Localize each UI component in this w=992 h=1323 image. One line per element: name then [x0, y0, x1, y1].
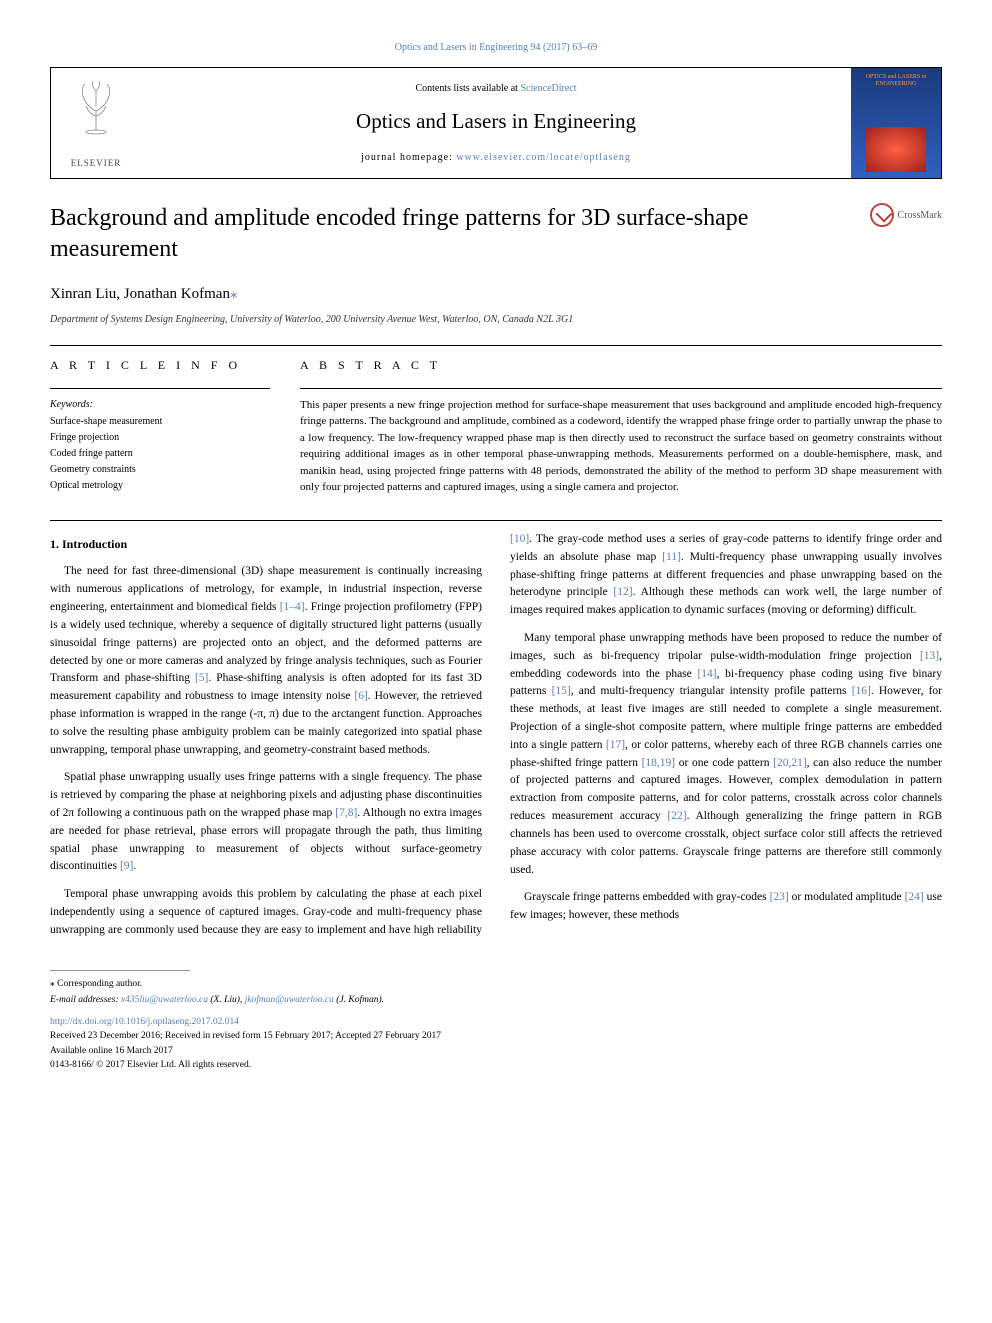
article-info-heading: A R T I C L E I N F O: [50, 356, 270, 374]
article-title: Background and amplitude encoded fringe …: [50, 203, 870, 265]
affiliation: Department of Systems Design Engineering…: [50, 312, 942, 327]
keyword: Surface-shape measurement: [50, 414, 270, 430]
keyword: Optical metrology: [50, 478, 270, 494]
crossmark-badge[interactable]: CrossMark: [870, 203, 942, 227]
footer-rule: [50, 970, 190, 971]
abstract-text: This paper presents a new fringe project…: [300, 397, 942, 496]
footer: ⁎ Corresponding author. E-mail addresses…: [50, 970, 942, 1073]
citation[interactable]: [6]: [354, 690, 367, 702]
citation[interactable]: [20,21]: [773, 757, 807, 769]
citation[interactable]: [17]: [606, 739, 625, 751]
contents-line: Contents lists available at ScienceDirec…: [151, 81, 841, 96]
publisher-logo: ELSEVIER: [51, 68, 141, 178]
paragraph: Spatial phase unwrapping usually uses fr…: [50, 769, 482, 876]
header-center: Contents lists available at ScienceDirec…: [141, 71, 851, 175]
citation[interactable]: [10]: [510, 533, 529, 545]
keyword: Geometry constraints: [50, 462, 270, 478]
citation[interactable]: [16]: [852, 685, 871, 697]
info-abstract-row: A R T I C L E I N F O Keywords: Surface-…: [50, 356, 942, 496]
publisher-name: ELSEVIER: [71, 157, 122, 171]
citation[interactable]: [24]: [905, 891, 924, 903]
email-link[interactable]: jkofman@uwaterloo.ca: [245, 995, 334, 1005]
online-line: Available online 16 March 2017: [50, 1044, 942, 1058]
citation[interactable]: [13]: [920, 650, 939, 662]
citation[interactable]: [11]: [662, 551, 681, 563]
paragraph: The need for fast three-dimensional (3D)…: [50, 563, 482, 759]
homepage-link[interactable]: www.elsevier.com/locate/optlaseng: [456, 152, 631, 163]
running-head: Optics and Lasers in Engineering 94 (201…: [50, 40, 942, 55]
citation[interactable]: [22]: [667, 810, 686, 822]
citation[interactable]: [7,8]: [335, 807, 357, 819]
abstract-heading: A B S T R A C T: [300, 356, 942, 374]
paragraph: Grayscale fringe patterns embedded with …: [510, 889, 942, 925]
keyword: Coded fringe pattern: [50, 446, 270, 462]
separator: [50, 520, 942, 521]
citation[interactable]: [15]: [552, 685, 571, 697]
contents-prefix: Contents lists available at: [415, 83, 520, 94]
corresponding-marker: ⁎: [230, 286, 238, 302]
keyword: Fringe projection: [50, 430, 270, 446]
author-names: Xinran Liu, Jonathan Kofman: [50, 286, 230, 302]
email-suffix: (J. Kofman).: [334, 995, 384, 1005]
separator: [50, 345, 942, 346]
title-row: Background and amplitude encoded fringe …: [50, 203, 942, 265]
keywords-label: Keywords:: [50, 397, 270, 412]
email-label: E-mail addresses:: [50, 995, 121, 1005]
citation[interactable]: [9]: [120, 860, 133, 872]
abstract-separator: [300, 388, 942, 389]
copyright-line: 0143-8166/ © 2017 Elsevier Ltd. All righ…: [50, 1058, 942, 1072]
doi-link[interactable]: http://dx.doi.org/10.1016/j.optlaseng.20…: [50, 1015, 942, 1029]
email-link[interactable]: x435liu@uwaterloo.ca: [121, 995, 208, 1005]
homepage-prefix: journal homepage:: [361, 152, 456, 163]
info-separator: [50, 388, 270, 389]
citation[interactable]: [14]: [697, 668, 716, 680]
cover-image: [866, 127, 926, 172]
abstract: A B S T R A C T This paper presents a ne…: [300, 356, 942, 496]
article-info: A R T I C L E I N F O Keywords: Surface-…: [50, 356, 270, 496]
citation[interactable]: [5]: [195, 672, 208, 684]
citation[interactable]: [12]: [613, 586, 632, 598]
paragraph: Many temporal phase unwrapping methods h…: [510, 630, 942, 879]
crossmark-icon: [870, 203, 894, 227]
email-suffix: (X. Liu),: [208, 995, 245, 1005]
elsevier-tree-icon: [71, 76, 121, 153]
citation[interactable]: [18,19]: [642, 757, 676, 769]
cover-title: OPTICS and LASERS in ENGINEERING: [855, 74, 937, 88]
journal-header: ELSEVIER Contents lists available at Sci…: [50, 67, 942, 179]
citation[interactable]: [23]: [770, 891, 789, 903]
corresponding-note: ⁎ Corresponding author.: [50, 977, 942, 991]
received-line: Received 23 December 2016; Received in r…: [50, 1029, 942, 1043]
article-body: 1. Introduction The need for fast three-…: [50, 531, 942, 940]
homepage-line: journal homepage: www.elsevier.com/locat…: [151, 150, 841, 165]
journal-name: Optics and Lasers in Engineering: [151, 106, 841, 138]
journal-cover: OPTICS and LASERS in ENGINEERING: [851, 68, 941, 178]
email-line: E-mail addresses: x435liu@uwaterloo.ca (…: [50, 993, 942, 1007]
citation[interactable]: [1–4]: [280, 601, 305, 613]
authors: Xinran Liu, Jonathan Kofman⁎: [50, 283, 942, 306]
crossmark-label: CrossMark: [898, 208, 942, 223]
sciencedirect-link[interactable]: ScienceDirect: [520, 83, 576, 94]
section-heading: 1. Introduction: [50, 535, 482, 554]
